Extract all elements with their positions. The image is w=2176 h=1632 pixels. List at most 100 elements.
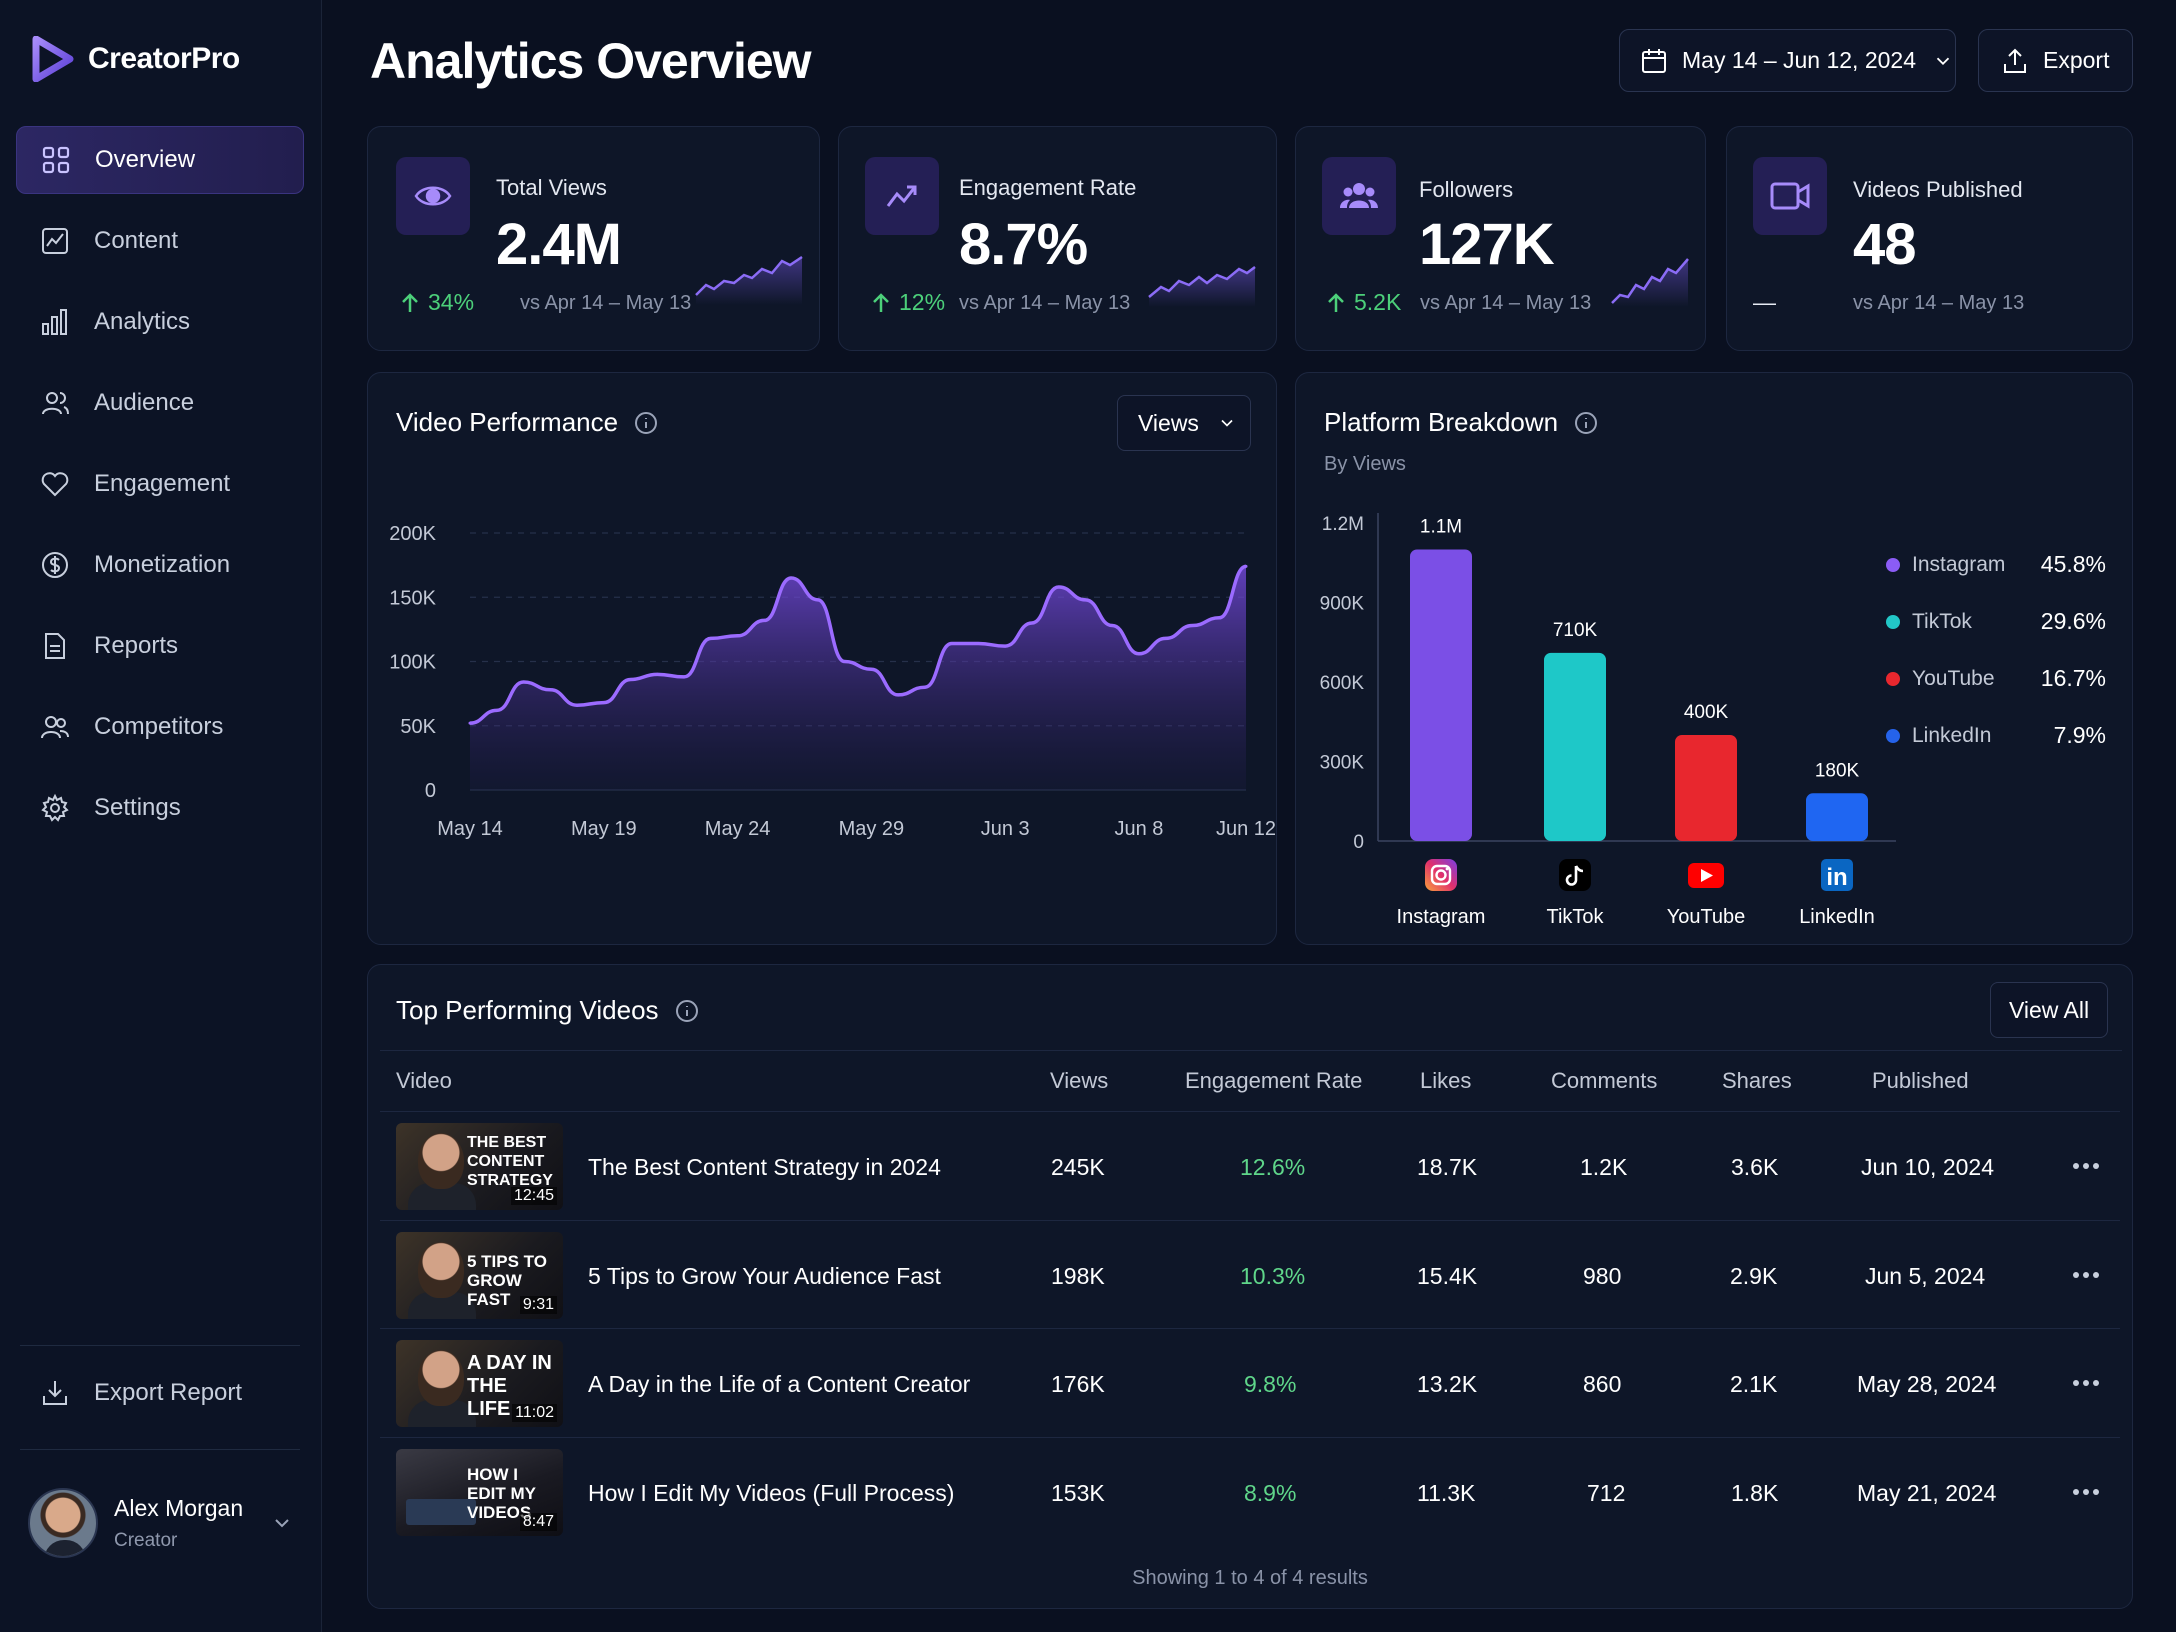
thumbnail-text: HOW I EDIT MY VIDEOS — [467, 1465, 536, 1522]
bar-value-label: 180K — [1815, 760, 1860, 781]
data-point — [896, 693, 900, 697]
video-duration: 8:47 — [519, 1513, 557, 1531]
y-tick-label: 900K — [1320, 594, 1365, 615]
table-row[interactable]: 5 TIPS TO GROW FAST 9:31 5 Tips to Grow … — [380, 1220, 2120, 1328]
video-likes: 11.3K — [1417, 1480, 1476, 1506]
y-tick-label: 0 — [1353, 832, 1364, 853]
linkedin-icon: in — [1821, 859, 1853, 891]
platform-breakdown-card: Platform Breakdown By Views 0 300K 600K 900… — [1295, 372, 2133, 945]
column-header-shares[interactable]: Shares — [1722, 1068, 1792, 1093]
bar-youtube[interactable] — [1675, 735, 1737, 841]
video-published: May 28, 2024 — [1857, 1371, 1997, 1397]
legend-item-youtube: YouTube 16.7% — [1886, 665, 2106, 692]
data-point — [976, 642, 980, 646]
metric-select[interactable]: Views — [1117, 395, 1251, 451]
video-likes: 15.4K — [1417, 1263, 1478, 1289]
y-tick-label: 150K — [389, 587, 436, 609]
user-menu[interactable]: Alex Morgan Creator — [28, 1488, 294, 1558]
data-point — [816, 598, 820, 602]
table-row[interactable]: A DAY IN THE LIFE 11:02 A Day in the Lif… — [380, 1328, 2120, 1436]
more-options-icon[interactable] — [2072, 1379, 2100, 1387]
sidebar-item-reports[interactable]: Reports — [16, 612, 304, 680]
divider — [380, 1050, 2122, 1051]
video-thumbnail[interactable]: HOW I EDIT MY VIDEOS 8:47 — [396, 1449, 563, 1536]
date-range-picker[interactable]: May 14 – Jun 12, 2024 — [1619, 29, 1956, 92]
video-engagement: 9.8% — [1244, 1371, 1297, 1397]
card-title: Top Performing Videos — [396, 995, 699, 1026]
sidebar-item-label: Analytics — [94, 308, 191, 335]
bar-linkedin[interactable] — [1806, 793, 1868, 841]
export-button[interactable]: Export — [1978, 29, 2133, 92]
video-thumbnail[interactable]: 5 TIPS TO GROW FAST 9:31 — [396, 1232, 563, 1319]
video-title[interactable]: A Day in the Life of a Content Creator — [588, 1371, 971, 1397]
y-tick-label: 600K — [1320, 673, 1365, 694]
export-report-button[interactable]: Export Report — [40, 1378, 242, 1408]
legend-value: 16.7% — [2040, 665, 2106, 691]
kpi-icon-box — [1322, 157, 1396, 235]
data-point — [602, 701, 606, 705]
more-options-icon[interactable] — [2072, 1488, 2100, 1496]
sidebar-item-analytics[interactable]: Analytics — [16, 288, 304, 356]
column-header-likes[interactable]: Likes — [1420, 1068, 1472, 1093]
column-header-video[interactable]: Video — [396, 1068, 452, 1093]
bar-tiktok[interactable] — [1544, 652, 1606, 841]
video-engagement: 8.9% — [1244, 1480, 1297, 1506]
column-header-comments[interactable]: Comments — [1551, 1068, 1658, 1093]
column-header-published[interactable]: Published — [1872, 1068, 1969, 1093]
video-thumbnail[interactable]: A DAY IN THE LIFE 11:02 — [396, 1340, 563, 1427]
video-title[interactable]: How I Edit My Videos (Full Process) — [588, 1480, 955, 1506]
video-thumbnail[interactable]: THE BEST CONTENT STRATEGY 12:45 — [396, 1123, 563, 1210]
sidebar-item-monetization[interactable]: Monetization — [16, 531, 304, 599]
x-tick-label: May 24 — [705, 818, 771, 840]
info-icon[interactable] — [634, 411, 658, 435]
video-engagement: 12.6% — [1240, 1154, 1306, 1180]
kpi-delta-value: 12% — [899, 289, 946, 315]
area-fill — [470, 566, 1246, 790]
video-published: May 21, 2024 — [1857, 1480, 1997, 1506]
legend-label: TikTok — [1912, 609, 1972, 633]
info-icon[interactable] — [675, 999, 699, 1023]
chevron-down-icon — [1936, 57, 1950, 65]
metric-select-value: Views — [1138, 409, 1199, 436]
x-category-label: Instagram — [1397, 906, 1486, 928]
sidebar-item-label: Competitors — [94, 713, 224, 740]
video-camera-icon — [1770, 182, 1810, 210]
data-point — [522, 680, 526, 684]
kpi-comparison: vs Apr 14 – May 13 — [520, 292, 692, 314]
sidebar-item-overview[interactable]: Overview — [16, 126, 304, 194]
sidebar-item-settings[interactable]: Settings — [16, 774, 304, 842]
kpi-label: Engagement Rate — [959, 175, 1137, 200]
video-published: Jun 10, 2024 — [1861, 1154, 1995, 1180]
view-all-button[interactable]: View All — [1990, 982, 2108, 1038]
column-header-engagement[interactable]: Engagement Rate — [1185, 1068, 1363, 1093]
video-views: 245K — [1051, 1154, 1105, 1180]
x-category-label: LinkedIn — [1799, 906, 1875, 928]
data-point — [1217, 616, 1221, 620]
bar-instagram[interactable] — [1410, 549, 1472, 842]
video-shares: 3.6K — [1731, 1154, 1779, 1180]
column-header-views[interactable]: Views — [1050, 1068, 1109, 1093]
sidebar-item-content[interactable]: Content — [16, 207, 304, 275]
table-row[interactable]: HOW I EDIT MY VIDEOS 8:47 How I Edit My … — [380, 1437, 2120, 1545]
sidebar-item-competitors[interactable]: Competitors — [16, 693, 304, 761]
video-title[interactable]: 5 Tips to Grow Your Audience Fast — [588, 1263, 941, 1289]
sidebar-item-label: Overview — [95, 146, 196, 173]
video-comments: 712 — [1587, 1480, 1626, 1506]
export-label: Export — [2043, 47, 2110, 73]
kpi-delta: 34% — [400, 289, 474, 316]
sidebar-item-engagement[interactable]: Engagement — [16, 450, 304, 518]
more-options-icon[interactable] — [2072, 1162, 2100, 1170]
more-options-icon[interactable] — [2072, 1271, 2100, 1279]
kpi-delta: 5.2K — [1326, 289, 1401, 316]
avatar — [28, 1488, 98, 1558]
table-row[interactable]: THE BEST CONTENT STRATEGY 12:45 The Best… — [380, 1111, 2120, 1219]
info-icon[interactable] — [1574, 411, 1598, 435]
brand[interactable]: CreatorPro — [32, 36, 240, 82]
video-title[interactable]: The Best Content Strategy in 2024 — [588, 1154, 941, 1180]
sidebar-item-label: Reports — [94, 632, 179, 659]
sidebar-item-audience[interactable]: Audience — [16, 369, 304, 437]
upload-icon — [2004, 48, 2026, 73]
data-point — [629, 677, 633, 681]
kpi-icon-box — [396, 157, 470, 235]
sidebar-item-label: Settings — [94, 794, 181, 821]
